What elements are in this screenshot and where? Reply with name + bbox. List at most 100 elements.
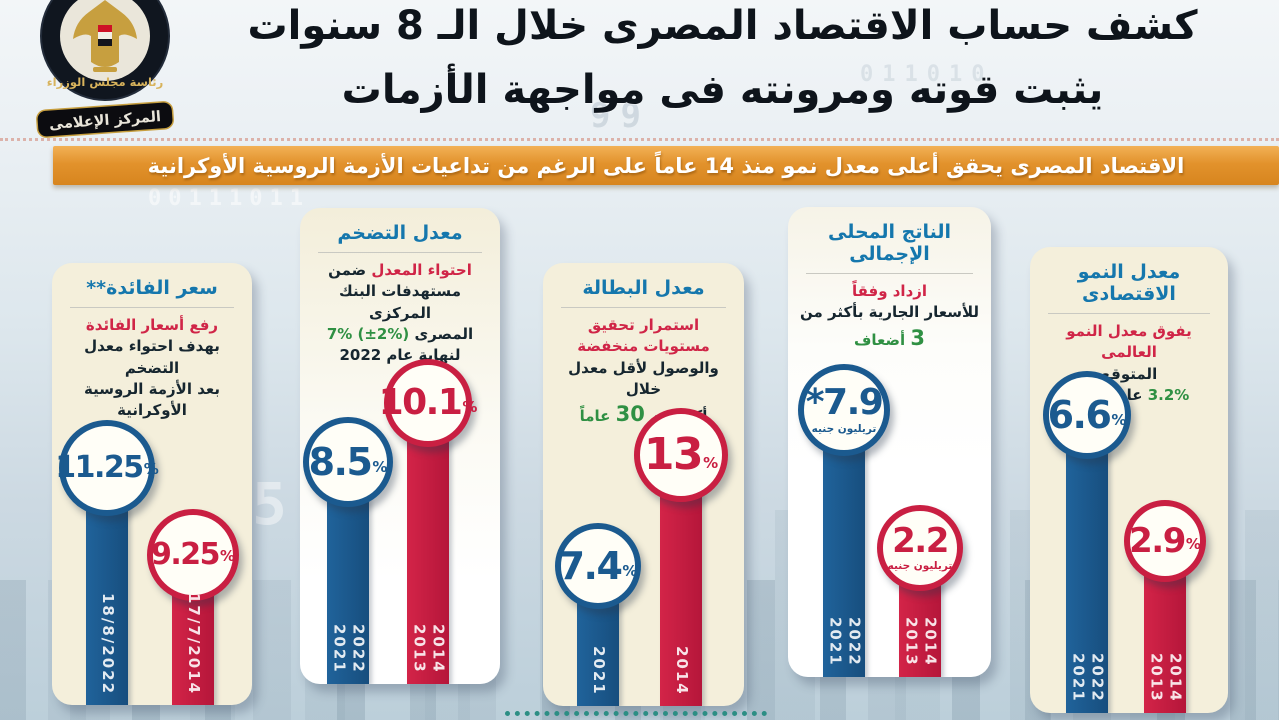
logo-ribbon-text: المركز الإعلامى <box>49 109 162 133</box>
description-line: رفع أسعار الفائدة <box>58 315 246 336</box>
card-description: احتواء المعدل ضمن مستهدفات البنك المركزى ا… <box>300 260 500 366</box>
card-description: استمرار تحقيق مستويات منخفضة والوصول لأقل … <box>543 315 744 430</box>
description-line: احتواء المعدل ضمن <box>306 260 494 281</box>
value-number: 2.2 <box>892 521 949 561</box>
description-line: مستويات منخفضة <box>549 336 738 357</box>
value-circle-red: 2.2 تريليون جنيه <box>877 505 963 591</box>
value-row: 6.6% <box>1048 396 1127 434</box>
card-gdp: الناتج المحلى الإجمالى ازداد وفقاً للأسعار… <box>788 207 991 677</box>
year-label: 2014 <box>921 617 940 667</box>
card-title: معدل البطالة <box>582 277 705 299</box>
unit-label: تريليون جنيه <box>811 423 877 435</box>
logo-ribbon: المركز الإعلامى <box>36 101 174 138</box>
year-label: 2022 <box>845 617 864 667</box>
bar-year-labels: 2021 2022 <box>826 617 864 667</box>
description-segment: 3 <box>910 325 925 350</box>
value-circle-blue: *7.9 تريليون جنيه <box>798 364 890 456</box>
description-line: استمرار تحقيق <box>549 315 738 336</box>
card-title-divider <box>561 307 726 308</box>
description-segment: ضمن <box>328 261 372 279</box>
description-segment: عاماً <box>579 407 616 426</box>
card-growth-rate: معدل النمو الاقتصادى يفوق معدل النمو العا… <box>1030 247 1228 713</box>
description-segment: المصرى <box>409 324 474 343</box>
description-segment: احتواء المعدل <box>371 261 472 279</box>
value-row: 13% <box>644 433 718 477</box>
percent-sign: % <box>703 454 719 472</box>
value-number: 2.9 <box>1129 521 1186 561</box>
description-line: لنهاية عام 2022 <box>306 345 494 366</box>
description-line: يفوق معدل النمو العالمى <box>1036 321 1222 364</box>
bar-year-labels: 2013 2014 <box>1148 653 1185 703</box>
year-label: 2013 <box>902 617 921 667</box>
value-row: 11.25% <box>55 453 158 483</box>
value-row: 7.4% <box>559 547 638 585</box>
bar-year-labels: 17/7/2014 <box>185 593 203 695</box>
description-segment: 7% (±2%) <box>326 324 410 343</box>
value-circle-red: 2.9% <box>1124 500 1206 582</box>
description-line: 3 أضعاف <box>794 324 985 354</box>
card-description: ازداد وفقاً للأسعار الجارية بأكثر من 3 أضع… <box>788 281 991 353</box>
card-title-divider <box>806 273 973 274</box>
value-circle-red: 10.1% <box>379 359 477 447</box>
title-line-2: يثبت قوته ومرونته فى مواجهة الأزمات <box>341 67 1105 113</box>
eagle-of-saladin-icon <box>73 0 137 72</box>
description-line: بعد الأزمة الروسية <box>58 379 246 400</box>
value-row: 2.2 <box>892 521 949 561</box>
value-circle-red: 9.25% <box>147 509 239 601</box>
card-unemployment-rate: معدل البطالة استمرار تحقيق مستويات منخفضة و… <box>543 263 744 706</box>
description-segment: أضعاف <box>853 330 911 349</box>
year-label: 2022 <box>349 624 368 674</box>
year-label: 2014 <box>429 624 448 674</box>
cabinet-media-center-logo: ؛ رئاسة مجلس الوزراء المركز الإعلامى <box>34 0 176 148</box>
description-segment: 30 <box>615 402 645 427</box>
value-number: 13 <box>643 429 704 480</box>
value-circle-blue: 8.5% <box>303 417 393 507</box>
card-description: رفع أسعار الفائدة بهدف احتواء معدل التضخم… <box>52 315 252 421</box>
description-line: ازداد وفقاً <box>794 281 985 302</box>
description-line: الأوكرانية <box>58 400 246 421</box>
description-line: المصرى 7% (±2%) <box>306 324 494 345</box>
year-label: 2021 <box>589 646 608 696</box>
card-title-divider <box>318 252 482 253</box>
card-title: سعر الفائدة** <box>86 277 218 299</box>
description-segment: 3.2% <box>1147 385 1190 404</box>
value-circle-blue: 7.4% <box>555 523 641 609</box>
description-segment: المتوقع <box>1100 364 1158 383</box>
year-label: 2014 <box>1166 653 1185 703</box>
percent-sign: % <box>622 562 638 580</box>
bar-column-blue <box>1066 415 1108 713</box>
percent-sign: % <box>462 398 478 416</box>
description-segment: ازداد وفقاً <box>851 282 928 300</box>
description-line: المتوقع <box>1036 364 1222 385</box>
percent-sign: % <box>1111 411 1127 429</box>
card-title: معدل النمو الاقتصادى <box>1077 261 1181 305</box>
bar-year-labels: 2013 2014 <box>411 624 448 674</box>
dotted-separator <box>0 138 1279 141</box>
year-label: 2021 <box>826 617 845 667</box>
card-interest-rate: سعر الفائدة** رفع أسعار الفائدة بهدف احتوا… <box>52 263 252 705</box>
value-row: 8.5% <box>309 443 388 481</box>
bar-year-labels: 18/8/2022 <box>99 593 117 695</box>
value-number: *7.9 <box>805 382 884 423</box>
description-segment: استمرار تحقيق <box>587 316 700 334</box>
bar-year-labels: 2014 <box>673 646 691 696</box>
value-row: *7.9 <box>805 382 884 423</box>
description-segment: لنهاية عام 2022 <box>339 346 461 365</box>
description-segment: رفع أسعار الفائدة <box>85 316 219 334</box>
description-line: والوصول لأقل معدل خلال <box>549 358 738 401</box>
percent-sign: % <box>220 547 236 565</box>
description-line: للأسعار الجارية بأكثر من <box>794 302 985 323</box>
description-segment: مستهدفات البنك المركزى <box>339 282 461 322</box>
description-segment: بعد الأزمة الروسية <box>84 379 220 398</box>
value-number: 6.6 <box>1047 393 1112 437</box>
description-segment: مستويات منخفضة <box>577 337 710 356</box>
subtitle-banner-text: الاقتصاد المصرى يحقق أعلى معدل نمو منذ 1… <box>147 153 1185 178</box>
card-title: الناتج المحلى الإجمالى <box>827 221 952 265</box>
bar-column-red <box>407 403 449 684</box>
percent-sign: % <box>372 458 388 476</box>
year-label: 2021 <box>1069 653 1088 703</box>
card-title-divider <box>70 307 234 308</box>
page-title: كشف حساب الاقتصاد المصرى خلال الـ 8 سنوا… <box>185 0 1260 122</box>
value-number: 11.25 <box>55 450 144 485</box>
